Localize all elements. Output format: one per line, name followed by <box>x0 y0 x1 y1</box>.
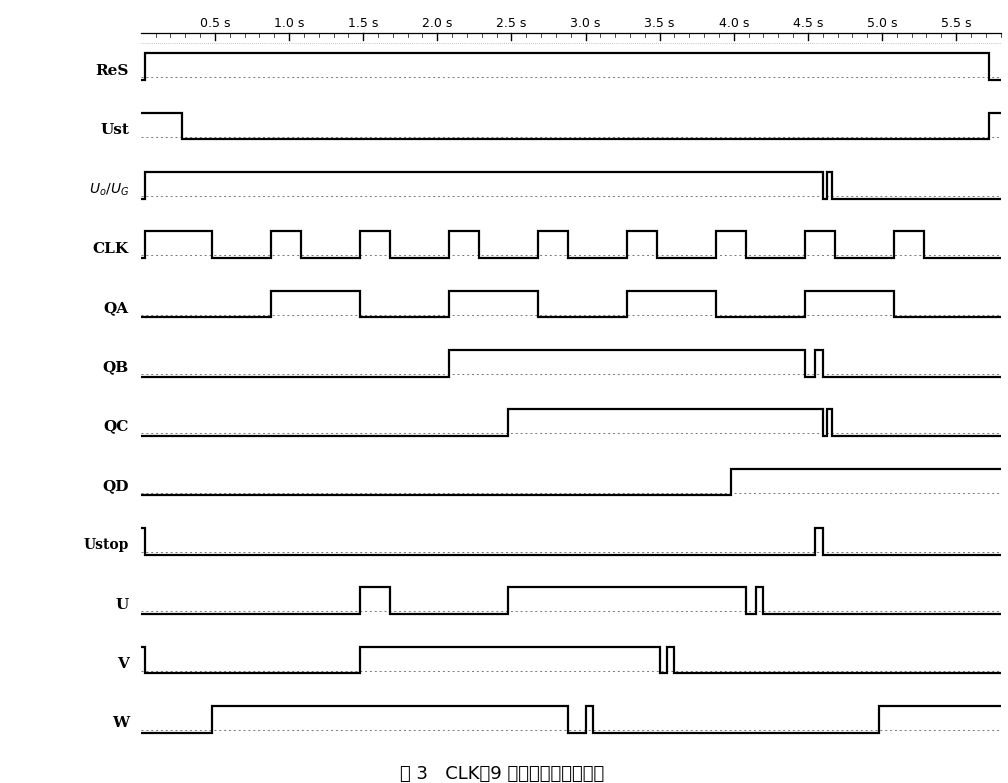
Text: U: U <box>116 597 129 612</box>
Text: 1.5 s: 1.5 s <box>348 17 378 31</box>
Text: 5.0 s: 5.0 s <box>867 17 897 31</box>
Text: 2.5 s: 2.5 s <box>496 17 526 31</box>
Text: $U_o/U_G$: $U_o/U_G$ <box>89 181 129 197</box>
Text: 3.0 s: 3.0 s <box>571 17 601 31</box>
Text: CLK: CLK <box>93 242 129 256</box>
Text: W: W <box>112 716 129 731</box>
Text: 1.0 s: 1.0 s <box>274 17 304 31</box>
Text: Ust: Ust <box>100 123 129 137</box>
Text: QB: QB <box>103 360 129 374</box>
Text: V: V <box>117 657 129 671</box>
Text: QA: QA <box>104 301 129 315</box>
Text: 2.0 s: 2.0 s <box>422 17 453 31</box>
Text: QC: QC <box>104 420 129 434</box>
Text: 3.5 s: 3.5 s <box>644 17 674 31</box>
Text: Ustop: Ustop <box>84 538 129 552</box>
Text: 5.5 s: 5.5 s <box>940 17 972 31</box>
Text: 图 3   CLK＝9 时的自动进给时序图: 图 3 CLK＝9 时的自动进给时序图 <box>400 765 604 783</box>
Text: QD: QD <box>103 479 129 493</box>
Text: 4.0 s: 4.0 s <box>719 17 749 31</box>
Text: ReS: ReS <box>96 63 129 78</box>
Text: 0.5 s: 0.5 s <box>200 17 230 31</box>
Text: 4.5 s: 4.5 s <box>792 17 824 31</box>
